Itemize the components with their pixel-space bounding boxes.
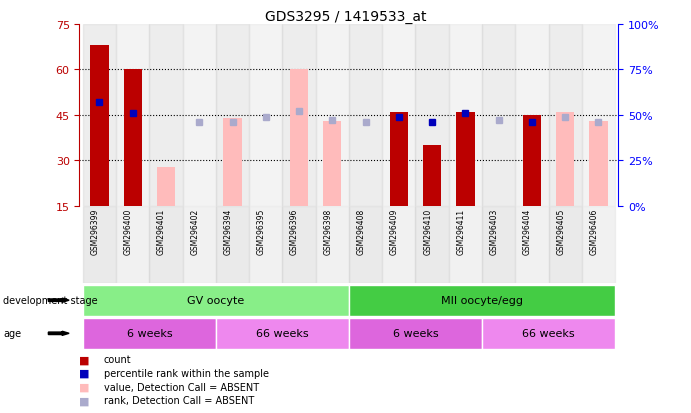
Bar	[515, 25, 549, 206]
FancyBboxPatch shape	[349, 318, 482, 349]
Text: GSM296411: GSM296411	[456, 208, 466, 254]
Text: percentile rank within the sample: percentile rank within the sample	[104, 368, 269, 378]
Text: GSM296402: GSM296402	[190, 208, 199, 254]
Bar	[549, 206, 582, 283]
Bar	[523, 116, 541, 206]
Text: value, Detection Call = ABSENT: value, Detection Call = ABSENT	[104, 382, 258, 392]
Bar	[515, 206, 549, 283]
Text: 66 weeks: 66 weeks	[522, 328, 575, 339]
Text: GSM296405: GSM296405	[556, 208, 565, 254]
Text: ■: ■	[79, 382, 90, 392]
Text: MII oocyte/egg: MII oocyte/egg	[441, 295, 523, 306]
Text: ■: ■	[79, 368, 90, 378]
Text: GSM296404: GSM296404	[523, 208, 532, 254]
Bar	[549, 25, 582, 206]
FancyBboxPatch shape	[349, 285, 615, 316]
Bar	[456, 113, 475, 206]
Bar	[423, 146, 442, 206]
Bar	[556, 113, 574, 206]
Text: GSM296408: GSM296408	[357, 208, 366, 254]
Bar	[390, 113, 408, 206]
Bar	[83, 25, 116, 206]
Bar	[582, 206, 615, 283]
FancyBboxPatch shape	[216, 318, 349, 349]
Bar	[349, 25, 382, 206]
Bar	[382, 25, 415, 206]
Bar	[448, 206, 482, 283]
Bar	[323, 122, 341, 206]
Text: GSM296406: GSM296406	[589, 208, 598, 254]
Bar	[83, 206, 116, 283]
Bar	[349, 206, 382, 283]
FancyBboxPatch shape	[83, 318, 216, 349]
Bar	[149, 206, 182, 283]
Text: count: count	[104, 354, 131, 364]
FancyBboxPatch shape	[83, 285, 349, 316]
Bar	[382, 206, 415, 283]
Text: GSM296401: GSM296401	[157, 208, 166, 254]
Text: ■: ■	[79, 354, 90, 364]
Text: GSM296403: GSM296403	[490, 208, 499, 254]
Bar	[149, 25, 182, 206]
Text: GSM296395: GSM296395	[257, 208, 266, 254]
Text: 6 weeks: 6 weeks	[392, 328, 438, 339]
Text: development stage: development stage	[3, 295, 98, 306]
Bar	[91, 46, 108, 206]
Text: 66 weeks: 66 weeks	[256, 328, 309, 339]
Text: GV oocyte: GV oocyte	[187, 295, 245, 306]
Bar	[482, 206, 515, 283]
Text: GDS3295 / 1419533_at: GDS3295 / 1419533_at	[265, 10, 426, 24]
Text: GSM296398: GSM296398	[323, 208, 332, 254]
Text: GSM296399: GSM296399	[91, 208, 100, 254]
Bar	[249, 206, 283, 283]
FancyBboxPatch shape	[482, 318, 615, 349]
Text: GSM296410: GSM296410	[423, 208, 432, 254]
Bar	[316, 206, 349, 283]
Bar	[448, 25, 482, 206]
Bar	[116, 206, 149, 283]
Text: GSM296394: GSM296394	[223, 208, 232, 254]
Bar	[415, 206, 448, 283]
Bar	[283, 25, 316, 206]
Bar	[290, 70, 308, 206]
Text: GSM296396: GSM296396	[290, 208, 299, 254]
Bar	[116, 25, 149, 206]
Bar	[157, 167, 175, 206]
Text: GSM296409: GSM296409	[390, 208, 399, 254]
Bar	[124, 70, 142, 206]
Bar	[415, 25, 448, 206]
Bar	[182, 206, 216, 283]
Text: age: age	[3, 328, 21, 339]
Bar	[283, 206, 316, 283]
Bar	[249, 25, 283, 206]
Text: GSM296400: GSM296400	[124, 208, 133, 254]
Bar	[182, 25, 216, 206]
Bar	[589, 122, 607, 206]
Bar	[316, 25, 349, 206]
Bar	[223, 119, 242, 206]
Bar	[482, 25, 515, 206]
Bar	[216, 25, 249, 206]
Text: 6 weeks: 6 weeks	[126, 328, 172, 339]
Bar	[216, 206, 249, 283]
Text: ■: ■	[79, 395, 90, 405]
Text: rank, Detection Call = ABSENT: rank, Detection Call = ABSENT	[104, 395, 254, 405]
Bar	[582, 25, 615, 206]
